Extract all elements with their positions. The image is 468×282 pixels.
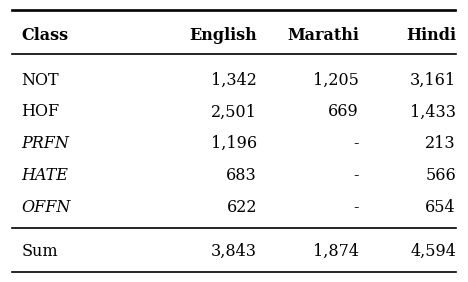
Text: English: English	[190, 27, 257, 45]
Text: HOF: HOF	[21, 103, 59, 120]
Text: 213: 213	[425, 135, 456, 152]
Text: 1,196: 1,196	[211, 135, 257, 152]
Text: -: -	[353, 167, 359, 184]
Text: 2,501: 2,501	[211, 103, 257, 120]
Text: Sum: Sum	[21, 243, 58, 260]
Text: 566: 566	[425, 167, 456, 184]
Text: OFFN: OFFN	[21, 199, 71, 216]
Text: 3,843: 3,843	[211, 243, 257, 260]
Text: -: -	[353, 135, 359, 152]
Text: HATE: HATE	[21, 167, 68, 184]
Text: Class: Class	[21, 27, 68, 45]
Text: -: -	[353, 199, 359, 216]
Text: 1,433: 1,433	[410, 103, 456, 120]
Text: 1,342: 1,342	[211, 72, 257, 89]
Text: 669: 669	[328, 103, 359, 120]
Text: 683: 683	[227, 167, 257, 184]
Text: 1,874: 1,874	[313, 243, 359, 260]
Text: 4,594: 4,594	[410, 243, 456, 260]
Text: 622: 622	[227, 199, 257, 216]
Text: 654: 654	[425, 199, 456, 216]
Text: NOT: NOT	[21, 72, 59, 89]
Text: PRFN: PRFN	[21, 135, 69, 152]
Text: 3,161: 3,161	[410, 72, 456, 89]
Text: Marathi: Marathi	[287, 27, 359, 45]
Text: 1,205: 1,205	[313, 72, 359, 89]
Text: Hindi: Hindi	[406, 27, 456, 45]
